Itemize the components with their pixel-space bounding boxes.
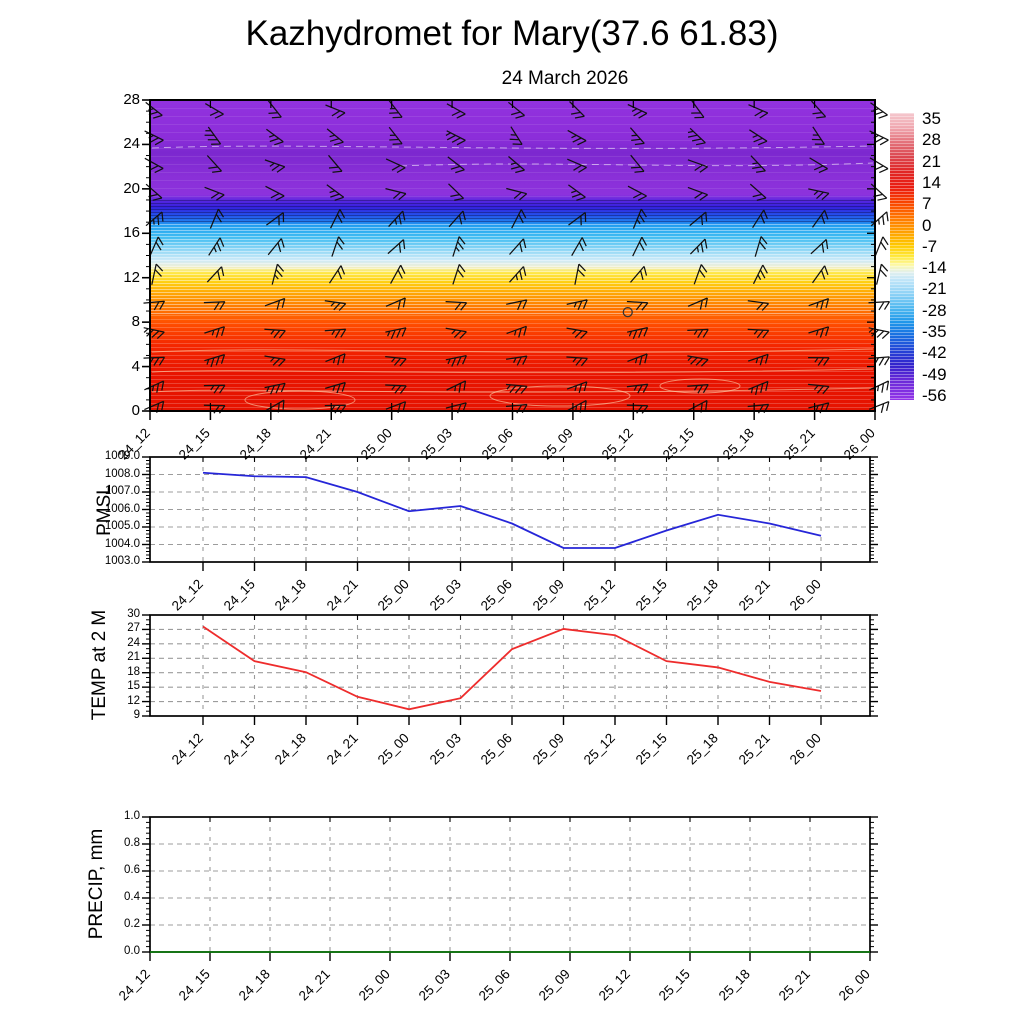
xsec-x-tick-label: 25_06 bbox=[478, 425, 516, 463]
temp-2m-x-tick-label: 25_06 bbox=[477, 730, 515, 768]
colorbar-label: 14 bbox=[922, 172, 941, 192]
date-subtitle: 24 March 2026 bbox=[501, 68, 629, 89]
colorbar-label: -14 bbox=[922, 258, 947, 278]
colorbar bbox=[890, 113, 914, 400]
pmsl-axis-title: PMSL bbox=[94, 484, 115, 536]
xsec-x-tick-label: 25_18 bbox=[719, 425, 758, 463]
precip-x-tick-label: 25_00 bbox=[355, 966, 393, 1004]
precip-x-tick-label: 26_00 bbox=[835, 966, 873, 1004]
temp-2m-x-tick-label: 25_18 bbox=[683, 730, 721, 768]
pmsl-y-tick-label: 1004.0 bbox=[104, 537, 140, 550]
precip-x-tick-label: 24_18 bbox=[235, 966, 273, 1004]
temp-2m-x-tick-label: 24_21 bbox=[323, 730, 361, 768]
xsec-x-tick-label: 25_15 bbox=[659, 425, 697, 463]
precip-x-tick-label: 25_18 bbox=[715, 966, 753, 1004]
xsec-y-tick-label: 8 bbox=[131, 313, 140, 331]
precip-axis-title: PRECIP, mm bbox=[86, 828, 107, 940]
pmsl-y-tick-label: 1008.0 bbox=[104, 467, 140, 480]
xsec-y-tick-label: 0 bbox=[131, 402, 140, 419]
xsec-x-tick-label: 24_21 bbox=[297, 425, 335, 463]
pmsl-x-tick-label: 25_18 bbox=[683, 576, 721, 614]
xsec-x-tick-label: 25_03 bbox=[417, 425, 456, 463]
temp-2m-x-tick-label: 25_21 bbox=[735, 730, 773, 768]
temp-2m-x-tick-label: 24_15 bbox=[220, 730, 258, 768]
temp-2m-x-tick-label: 25_09 bbox=[529, 730, 567, 768]
xsec-x-tick-label: 25_09 bbox=[538, 425, 576, 463]
pmsl-x-tick-label: 25_15 bbox=[632, 576, 670, 614]
pmsl-x-tick-label: 25_00 bbox=[374, 576, 412, 614]
temp-axis-title: TEMP at 2 M bbox=[89, 609, 110, 721]
temp-2m-x-tick-label: 24_18 bbox=[271, 730, 309, 768]
pmsl-x-tick-label: 25_06 bbox=[477, 576, 515, 614]
precip-x-tick-label: 25_12 bbox=[595, 966, 633, 1004]
pmsl-x-tick-label: 24_18 bbox=[271, 576, 309, 614]
xsec-x-tick-label: 25_12 bbox=[599, 425, 637, 463]
colorbar-label: -56 bbox=[922, 386, 947, 405]
colorbar-label: -35 bbox=[922, 322, 947, 342]
colorbar-label: -7 bbox=[922, 236, 938, 256]
pmsl-x-tick-label: 25_21 bbox=[735, 576, 773, 614]
page-title: Kazhydromet for Mary(37.6 61.83) bbox=[245, 14, 779, 53]
precip-x-tick-label: 25_06 bbox=[475, 966, 513, 1004]
wind-barb bbox=[875, 263, 889, 285]
colorbar-steps bbox=[890, 113, 914, 400]
colorbar-label: -42 bbox=[922, 343, 947, 363]
temp-2m-x-tick-label: 26_00 bbox=[786, 730, 824, 768]
pmsl-x-tick-label: 25_03 bbox=[426, 576, 464, 614]
pmsl-x-tick-label: 25_12 bbox=[580, 576, 618, 614]
cross-section-chart bbox=[150, 100, 875, 411]
precip-y-tick-label: 0.0 bbox=[124, 945, 140, 957]
pmsl-x-tick-label: 26_00 bbox=[786, 576, 824, 614]
precip-x-tick-label: 24_21 bbox=[295, 966, 333, 1004]
xsec-x-tick-label: 24_15 bbox=[176, 425, 214, 463]
xsec-y-tick-label: 12 bbox=[123, 268, 140, 286]
xsec-x-tick-label: 26_00 bbox=[840, 425, 878, 463]
precip-x-tick-label: 25_21 bbox=[775, 966, 813, 1004]
temp-2m-x-tick-label: 25_03 bbox=[426, 730, 464, 768]
pmsl-x-tick-label: 24_12 bbox=[168, 576, 206, 614]
colorbar-label: -49 bbox=[922, 364, 947, 384]
precip-x-tick-label: 24_12 bbox=[115, 966, 153, 1004]
temp-2m-x-tick-label: 24_12 bbox=[168, 730, 206, 768]
temperature-shading bbox=[150, 100, 875, 411]
precip-x-tick-label: 25_15 bbox=[655, 966, 693, 1004]
xsec-y-tick-label: 4 bbox=[131, 357, 140, 375]
xsec-x-tick-label: 25_00 bbox=[357, 425, 395, 463]
precip-frame bbox=[149, 816, 871, 953]
colorbar-label: 0 bbox=[922, 215, 932, 235]
precip-x-tick-label: 24_15 bbox=[175, 966, 213, 1004]
temp-2m-line bbox=[202, 625, 822, 711]
wind-barb bbox=[874, 236, 889, 257]
pmsl-line bbox=[202, 471, 822, 549]
colorbar-label: -28 bbox=[922, 300, 947, 320]
colorbar-label: 21 bbox=[922, 151, 941, 171]
precip-x-tick-label: 25_09 bbox=[535, 966, 573, 1004]
colorbar-label: 35 bbox=[922, 109, 941, 128]
temp-2m-x-tick-label: 25_12 bbox=[580, 730, 618, 768]
temp-2m-frame bbox=[149, 614, 871, 717]
pmsl-y-tick-label: 1003.0 bbox=[104, 555, 140, 567]
precip-y-tick-label: 1.0 bbox=[124, 810, 140, 822]
xsec-x-tick-label: 24_12 bbox=[115, 425, 153, 463]
pmsl-frame bbox=[149, 456, 871, 563]
pmsl-x-tick-label: 24_15 bbox=[220, 576, 258, 614]
colorbar-label: 28 bbox=[922, 130, 941, 150]
xsec-x-tick-label: 25_21 bbox=[780, 425, 818, 463]
temp-2m-x-tick-label: 25_15 bbox=[632, 730, 670, 768]
colorbar-label: -21 bbox=[922, 279, 947, 299]
xsec-y-tick-label: 16 bbox=[123, 224, 140, 242]
pmsl-x-tick-label: 24_21 bbox=[323, 576, 361, 614]
colorbar-label: 7 bbox=[922, 194, 932, 214]
xsec-y-tick-label: 24 bbox=[123, 135, 140, 153]
xsec-y-tick-label: 20 bbox=[123, 179, 140, 197]
pmsl-y-tick-label: 1009.0 bbox=[104, 450, 140, 462]
xsec-x-tick-label: 24_18 bbox=[236, 425, 274, 463]
precip-x-tick-label: 25_03 bbox=[415, 966, 453, 1004]
xsec-y-tick-label: 28 bbox=[123, 91, 140, 108]
pmsl-x-tick-label: 25_09 bbox=[529, 576, 567, 614]
temp-2m-x-tick-label: 25_00 bbox=[374, 730, 412, 768]
